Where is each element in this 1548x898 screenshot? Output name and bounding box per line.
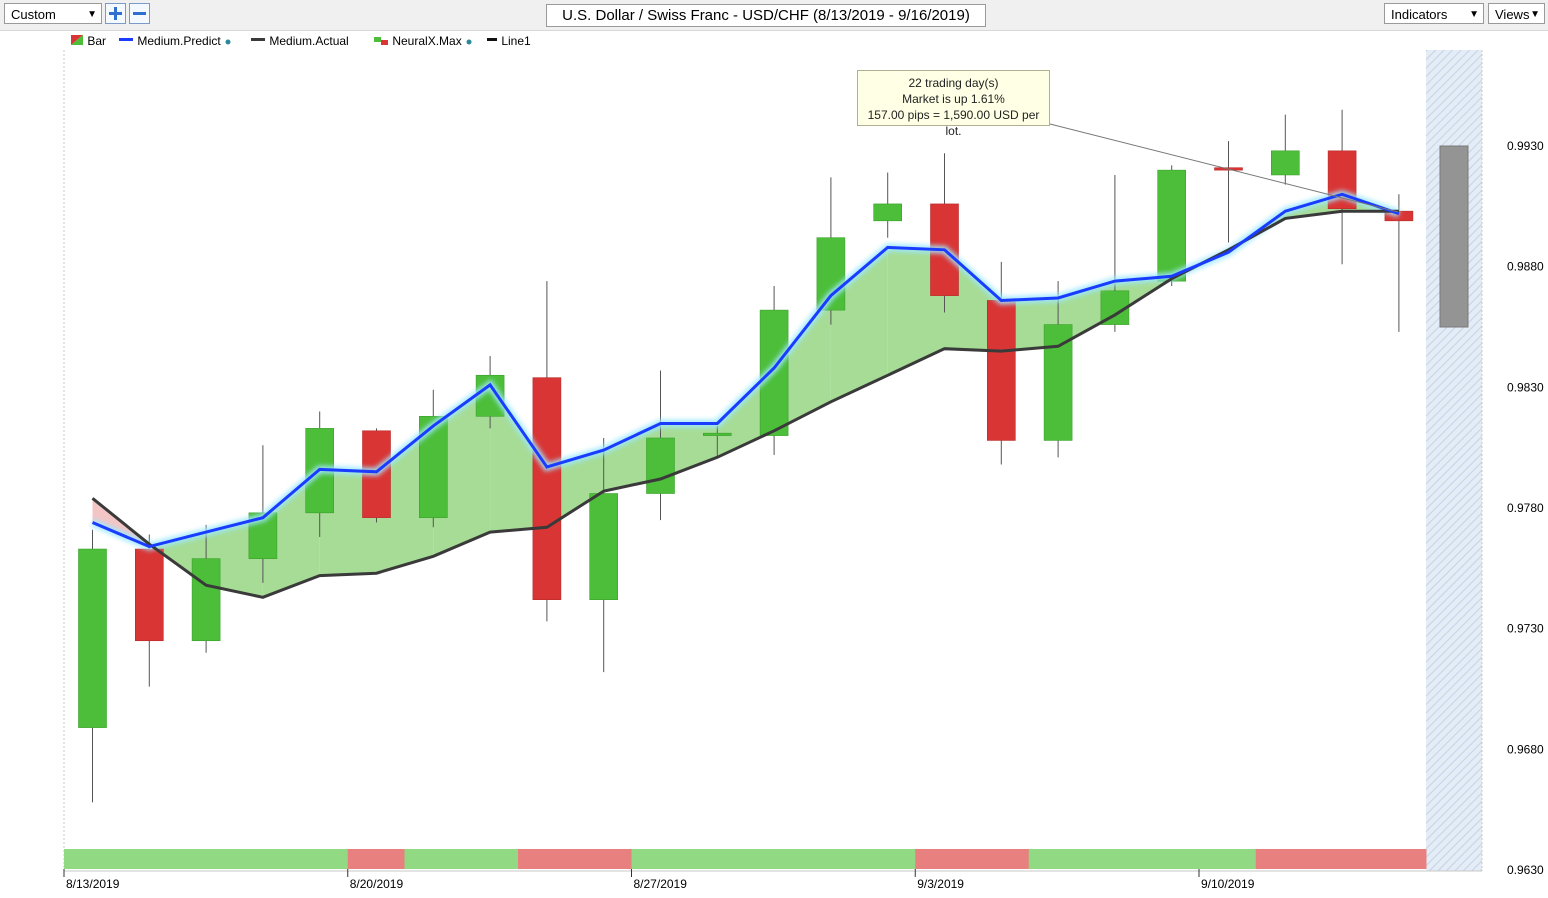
x-tick-label: 8/27/2019 [634,877,688,891]
indicator-lines [90,190,1401,599]
legend-item-bar[interactable]: Bar [70,33,106,49]
signal-strip [64,849,1427,869]
minus-icon [133,12,146,15]
y-tick-label: 0.9880 [1507,260,1544,274]
signal-cell [234,849,292,869]
preset-dropdown[interactable]: Custom ▼ [4,3,102,24]
candle-up [1271,150,1300,176]
line-swatch-icon [487,38,497,41]
measure-tooltip: 22 trading day(s) Market is up 1.61% 157… [857,70,1050,138]
signal-cell [745,849,803,869]
y-tick-label: 0.9830 [1507,380,1544,394]
candle-down [135,548,164,642]
candle-up [1157,169,1186,282]
y-tick-label: 0.9930 [1507,139,1544,153]
signal-cell [915,849,973,869]
legend-item-neuralx[interactable]: NeuralX.Max [373,33,473,49]
signal-cell [347,849,405,869]
neuralx-swatch-icon [374,37,388,45]
signal-cell [404,849,462,869]
candle-down [532,377,562,601]
signal-cell [518,849,576,869]
views-dropdown[interactable]: Views ▼ [1488,3,1545,24]
candles [78,109,1469,803]
axes: 0.9930 0.9880 0.9830 0.9780 0.9730 0.9680 0.96… [63,139,1544,891]
candle-up [78,548,107,728]
legend-label: NeuralX.Max [392,34,462,48]
signal-cell [1142,849,1200,869]
legend-label: Bar [87,34,107,48]
signal-cell [1255,849,1313,869]
signal-cell [177,849,235,869]
y-tick-label: 0.9780 [1507,501,1544,515]
signal-cell [688,849,746,869]
tooltip-line: 22 trading day(s) [908,76,999,90]
tooltip-connector [1049,123,1399,213]
predict-line-glow [90,190,1401,551]
forecast-bar [1439,145,1469,328]
signal-cell [291,849,349,869]
x-tick-label: 8/13/2019 [66,877,120,891]
candle-up [702,432,732,436]
chart-title: U.S. Dollar / Swiss Franc - USD/CHF (8/1… [546,4,986,27]
legend-label: Line1 [501,34,531,48]
signal-cell [1028,849,1086,869]
signal-cell [1199,849,1257,869]
tooltip-line: 157.00 pips = 1,590.00 USD per lot. [867,108,1040,138]
chevron-down-icon: ▼ [1469,9,1479,20]
signal-cell [574,849,632,869]
chart-toolbar: Custom ▼ U.S. Dollar / Swiss Franc - USD… [0,0,1548,31]
indicators-dropdown[interactable]: Indicators ▼ [1384,3,1484,24]
candle-up [589,493,619,601]
x-tick-label: 9/3/2019 [917,877,964,891]
signal-cell [120,849,178,869]
legend-item-actual[interactable]: Medium.Actual [250,33,349,49]
signal-cell [801,849,859,869]
signal-cell [64,849,122,869]
zoom-in-button[interactable] [105,3,126,24]
indicators-label: Indicators [1391,7,1448,22]
legend-item-predict[interactable]: Medium.Predict [118,33,232,49]
signal-cell [972,849,1030,869]
line-swatch-icon [119,38,133,41]
signal-cell [461,849,519,869]
candle-up [873,203,903,222]
dot-icon [466,39,472,45]
x-tick-label: 9/10/2019 [1201,877,1255,891]
signal-cell [858,849,916,869]
signal-cell [631,849,689,869]
chevron-down-icon: ▼ [87,9,97,20]
y-tick-label: 0.9730 [1507,622,1544,636]
zoom-out-button[interactable] [129,3,150,24]
dot-icon [225,39,231,45]
candle-down [986,300,1016,441]
plus-icon [109,7,122,20]
predict-line [91,192,1400,549]
chevron-down-icon: ▼ [1530,9,1540,20]
signal-cell [1312,849,1370,869]
views-label: Views [1495,7,1530,22]
preset-value: Custom [11,7,56,22]
signal-cell [1369,849,1427,869]
candle-up [191,558,221,642]
bar-swatch-icon [71,35,83,45]
legend-item-line1[interactable]: Line1 [486,33,531,49]
candle-up [646,437,675,494]
legend-label: Medium.Predict [137,34,221,48]
y-tick-label: 0.9630 [1507,863,1544,877]
tooltip-line: Market is up 1.61% [902,92,1005,106]
y-tick-label: 0.9680 [1507,742,1544,756]
line-swatch-icon [251,38,265,41]
legend-label: Medium.Actual [269,34,349,48]
signal-cell [1085,849,1143,869]
x-tick-label: 8/20/2019 [350,877,404,891]
candle-up [1043,324,1073,441]
